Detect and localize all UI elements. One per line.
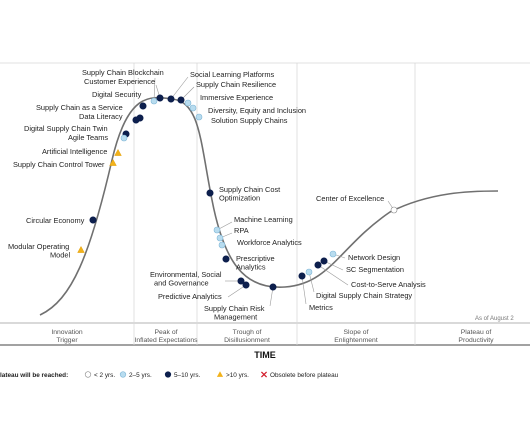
point-environmental-social-and-governance — [237, 277, 245, 285]
point-agile-teams — [120, 134, 128, 142]
label-immersive-experience: Immersive Experience — [200, 93, 273, 102]
label-digital-security: Digital Security — [92, 90, 142, 99]
phase-label-innovation-trigger: Innovation Trigger — [51, 329, 83, 344]
label-customer-experience: Customer Experience — [84, 77, 155, 86]
label-circular-economy: Circular Economy — [26, 216, 85, 225]
label-supply-chain-blockchain: Supply Chain Blockchain — [82, 68, 164, 77]
label-supply-chain-risk-management: Supply Chain Risk Management — [204, 304, 265, 322]
point-supply-chain-risk-management — [269, 283, 277, 291]
label-supply-chain-cost-optimization: Supply Chain Cost Optimization — [219, 185, 280, 203]
point-artificial-intelligence — [114, 148, 122, 156]
label-cost-to-serve-analysis: Cost-to-Serve Analysis — [351, 280, 426, 289]
point-cost-to-serve-analysis — [314, 261, 322, 269]
legend-marker-2to5 — [119, 371, 127, 378]
x-axis-title: TIME — [254, 350, 276, 360]
label-digital-supply-chain-twin: Digital Supply Chain Twin — [24, 124, 108, 133]
point-network-design — [329, 250, 337, 258]
legend-marker-gt10 — [216, 371, 224, 377]
label-artificial-intelligence: Artificial Intelligence — [42, 147, 107, 156]
label-agile-teams: Agile Teams — [68, 133, 108, 142]
point-supply-chain-resilience — [177, 96, 185, 104]
legend-label-5to10: 5–10 yrs. — [174, 372, 201, 379]
point-customer-experience — [156, 94, 164, 102]
point-digital-security — [139, 102, 147, 110]
label-social-learning-platforms: Social Learning Platforms — [190, 70, 275, 79]
phase-label-plateau-of-productivity: Plateau of Productivity — [458, 329, 494, 344]
label-rpa: RPA — [234, 226, 249, 235]
point-diversity-equity-and-inclusion — [189, 104, 197, 112]
label-supply-chain-resilience: Supply Chain Resilience — [196, 80, 276, 89]
label-environmental-social-and-governance: Environmental, Social and Governance — [150, 270, 222, 288]
legend-title: lateau will be reached: — [0, 372, 68, 379]
point-center-of-excellence — [390, 206, 398, 214]
as-of-label: As of August 2 — [475, 316, 514, 322]
leader-line-digital-supply-chain-strategy — [308, 271, 315, 293]
label-center-of-excellence: Center of Excellence — [316, 194, 384, 203]
label-solution-supply-chains: Solution Supply Chains — [211, 116, 288, 125]
label-sc-segmentation: SC Segmentation — [346, 265, 404, 274]
label-data-literacy: Data Literacy — [79, 112, 123, 121]
label-modular-operating-model: Modular Operating Model — [8, 242, 70, 260]
label-digital-supply-chain-strategy: Digital Supply Chain Strategy — [316, 291, 412, 300]
legend-label-2to5: 2–5 yrs. — [129, 372, 152, 379]
point-prescriptive-analytics — [222, 255, 230, 263]
leader-line-supply-chain-blockchain — [153, 77, 156, 102]
point-metrics — [298, 272, 306, 280]
leader-line-predictive-analytics — [227, 284, 247, 298]
leader-line-social-learning-platforms — [170, 76, 189, 100]
label-workforce-analytics: Workforce Analytics — [237, 238, 302, 247]
point-predictive-analytics — [242, 281, 250, 289]
point-supply-chain-blockchain — [150, 97, 158, 105]
point-sc-segmentation — [320, 257, 328, 265]
label-machine-learning: Machine Learning — [234, 215, 293, 224]
leader-line-metrics — [301, 275, 307, 305]
point-supply-chain-cost-optimization — [206, 189, 214, 197]
legend-marker-5to10 — [164, 371, 172, 378]
label-supply-chain-as-a-service: Supply Chain as a Service — [36, 103, 123, 112]
label-predictive-analytics: Predictive Analytics — [158, 292, 222, 301]
legend-label-gt10: >10 yrs. — [226, 372, 249, 379]
hype-curve — [39, 96, 499, 316]
legend-marker-obsolete — [260, 371, 268, 378]
phase-label-trough-of-disillusionment: Trough of Disillusionment — [224, 329, 270, 344]
point-circular-economy — [89, 216, 97, 224]
point-immersive-experience — [184, 99, 192, 107]
label-diversity-equity-and-inclusion: Diversity, Equity and Inclusion — [208, 106, 306, 115]
legend-label-obsolete: Obsolete before plateau — [270, 372, 339, 379]
label-network-design: Network Design — [348, 253, 400, 262]
label-metrics: Metrics — [309, 303, 333, 312]
phase-label-peak-of-inflated-expectations: Peak of Inflated Expectations — [134, 329, 198, 344]
point-solution-supply-chains — [195, 113, 203, 121]
phase-label-slope-of-enlightenment: Slope of Enlightenment — [334, 329, 378, 344]
point-supply-chain-control-tower — [109, 158, 117, 166]
point-modular-operating-model — [77, 245, 85, 253]
point-workforce-analytics — [218, 241, 226, 249]
point-data-literacy — [132, 116, 140, 124]
point-machine-learning — [213, 226, 221, 234]
leader-line-cost-to-serve-analysis — [317, 264, 349, 286]
label-prescriptive-analytics: Prescriptive Analytics — [236, 254, 275, 272]
point-rpa — [216, 234, 224, 242]
legend-marker-lt2 — [84, 371, 92, 378]
point-social-learning-platforms — [167, 95, 175, 103]
point-digital-supply-chain-strategy — [305, 268, 313, 276]
legend-label-lt2: < 2 yrs. — [94, 372, 115, 379]
label-supply-chain-control-tower: Supply Chain Control Tower — [13, 160, 105, 169]
leader-line-sc-segmentation — [323, 260, 344, 271]
